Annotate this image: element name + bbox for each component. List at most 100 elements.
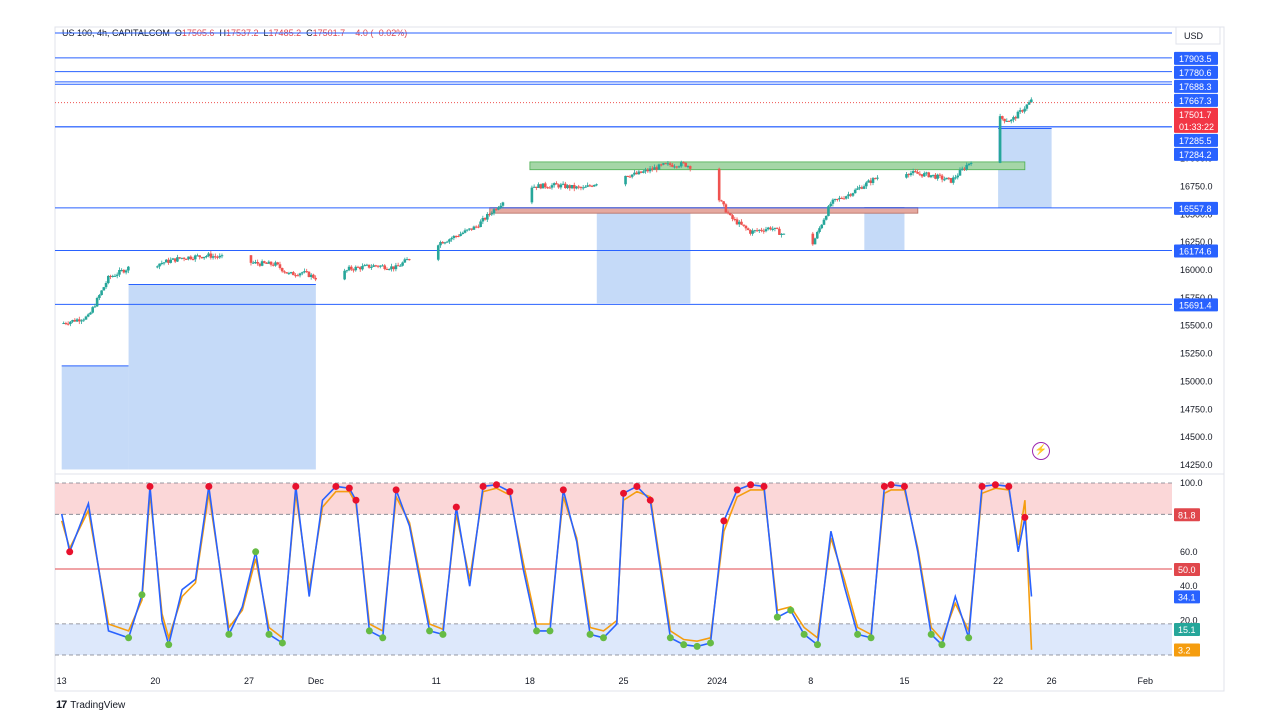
candle-body bbox=[811, 233, 815, 245]
candle-body bbox=[160, 263, 164, 265]
candle-body bbox=[1014, 117, 1018, 119]
candle-body bbox=[265, 262, 268, 264]
candle-body bbox=[871, 178, 875, 183]
candle-body bbox=[162, 262, 166, 264]
candle-body bbox=[936, 174, 939, 179]
candle-body bbox=[156, 266, 159, 268]
candle-body bbox=[445, 241, 449, 243]
osc-badge bbox=[1174, 643, 1200, 657]
candle-body bbox=[740, 221, 743, 225]
candle-body bbox=[407, 259, 411, 261]
lightning-icon[interactable]: ⚡ bbox=[1032, 442, 1050, 460]
osc-badge-label: 34.1 bbox=[1178, 592, 1196, 602]
x-tick-label: 25 bbox=[619, 676, 629, 686]
candle-body bbox=[588, 185, 592, 187]
candle-body bbox=[292, 272, 295, 276]
candle-body bbox=[940, 175, 944, 180]
candle-body bbox=[494, 209, 498, 211]
candle-body bbox=[276, 262, 280, 265]
candle-body bbox=[566, 185, 569, 189]
candle-body bbox=[180, 257, 184, 259]
candle-body bbox=[742, 224, 746, 226]
overbought-marker bbox=[506, 488, 514, 496]
candle-body bbox=[169, 259, 173, 263]
x-tick-label: 15 bbox=[899, 676, 909, 686]
candle-body bbox=[593, 184, 596, 187]
candle-body bbox=[916, 171, 919, 174]
candle-body bbox=[254, 262, 257, 264]
candle-body bbox=[929, 175, 933, 178]
candle-body bbox=[842, 198, 846, 200]
price-badge bbox=[1174, 107, 1218, 133]
candle-body bbox=[856, 188, 859, 190]
overbought-marker bbox=[1021, 513, 1029, 521]
candle-body bbox=[178, 257, 181, 259]
candle-body bbox=[305, 271, 309, 273]
candle-body bbox=[64, 323, 68, 325]
y-tick-label: 15750.0 bbox=[1180, 293, 1213, 303]
candle-body bbox=[671, 165, 674, 167]
tradingview-logo[interactable]: 17 TradingView bbox=[56, 699, 125, 711]
price-badge bbox=[1174, 147, 1218, 161]
candle-body bbox=[949, 177, 953, 183]
candle-body bbox=[862, 186, 866, 189]
oversold-marker bbox=[693, 642, 701, 650]
candle-body bbox=[454, 235, 458, 237]
x-tick-label: 27 bbox=[244, 676, 254, 686]
candle-body bbox=[956, 175, 960, 178]
oversold-marker bbox=[586, 630, 594, 638]
candle-body bbox=[278, 264, 282, 269]
candle-body bbox=[479, 221, 482, 228]
candle-body bbox=[720, 200, 723, 202]
candle-body bbox=[367, 264, 371, 268]
overbought-marker bbox=[559, 486, 567, 494]
candle-body bbox=[372, 265, 375, 267]
candle-body bbox=[62, 323, 65, 325]
oversold-marker bbox=[278, 639, 286, 647]
x-tick-label: 13 bbox=[57, 676, 67, 686]
oversold-marker bbox=[706, 639, 714, 647]
osc-y-tick-label: 20.0 bbox=[1180, 616, 1198, 626]
candle-body bbox=[405, 259, 409, 261]
candle-body bbox=[659, 164, 663, 166]
candle-body bbox=[818, 228, 821, 233]
candle-body bbox=[539, 184, 543, 189]
candle-body bbox=[171, 258, 175, 260]
candle-body bbox=[537, 184, 540, 188]
candle-body bbox=[269, 261, 273, 265]
candle-body bbox=[474, 226, 478, 228]
candle-body bbox=[102, 287, 106, 291]
candle-body bbox=[191, 258, 195, 260]
candle-body bbox=[546, 187, 549, 189]
candle-body bbox=[764, 229, 768, 232]
candle-body bbox=[771, 228, 774, 230]
price-badge bbox=[1174, 133, 1218, 147]
candle-body bbox=[822, 219, 826, 225]
oversold-marker bbox=[365, 627, 373, 635]
candle-body bbox=[780, 233, 783, 235]
candle-body bbox=[390, 266, 393, 270]
y-tick-label: 16000.0 bbox=[1180, 265, 1213, 275]
candle-body bbox=[461, 232, 465, 234]
price-badge-label: 16557.8 bbox=[1179, 204, 1212, 214]
candle-body bbox=[104, 283, 108, 288]
candle-body bbox=[853, 189, 857, 194]
y-tick-label: 16250.0 bbox=[1180, 237, 1213, 247]
candle-body bbox=[280, 268, 284, 272]
candle-body bbox=[294, 275, 297, 277]
osc-y-tick-label: 60.0 bbox=[1180, 547, 1198, 557]
candle-body bbox=[628, 176, 632, 178]
support-zone bbox=[489, 207, 919, 214]
overbought-marker bbox=[146, 482, 154, 490]
candle-body bbox=[481, 218, 485, 222]
candle-body bbox=[309, 274, 313, 277]
candle-body bbox=[775, 227, 779, 229]
candle-body bbox=[343, 270, 346, 280]
oversold-marker bbox=[854, 630, 862, 638]
candle-body bbox=[530, 187, 534, 203]
candle-body bbox=[766, 227, 770, 230]
oversold-marker bbox=[680, 641, 688, 649]
overbought-marker bbox=[205, 482, 213, 490]
overbought-marker bbox=[392, 486, 400, 494]
